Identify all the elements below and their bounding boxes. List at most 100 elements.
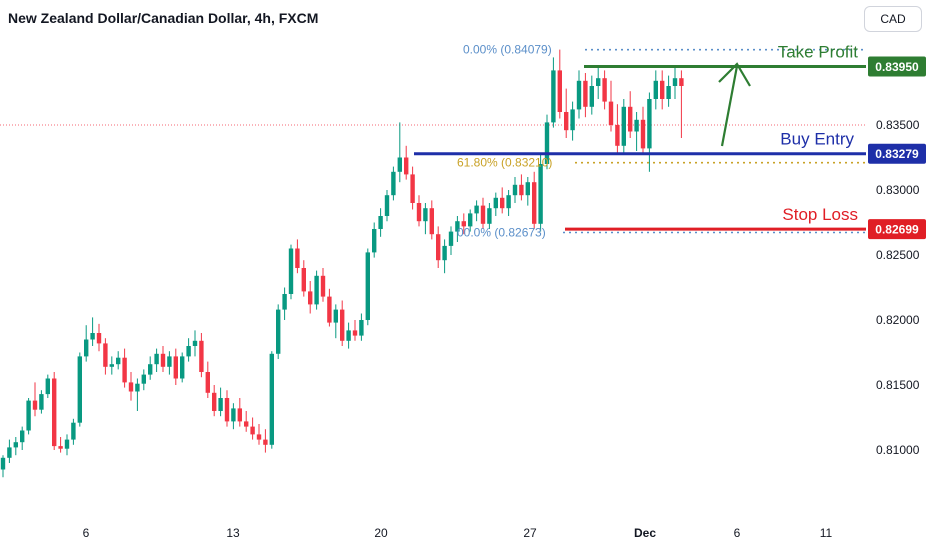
candle-body (276, 309, 281, 354)
candle-body (250, 426, 255, 435)
price-axis[interactable]: 0.83500 0.83000 0.82500 0.82000 0.81500 0.810… (868, 56, 926, 458)
candle-body (608, 101, 614, 125)
candle-body (346, 330, 351, 341)
candle-body (647, 99, 652, 149)
candle-body (314, 275, 319, 305)
candle-body (557, 70, 562, 112)
candle-body (397, 157, 402, 172)
candle-body (64, 439, 70, 449)
candle-body (493, 197, 498, 209)
target-arrow (718, 62, 751, 147)
candle-body (32, 400, 38, 410)
price-tick-label: 0.83500 (876, 118, 920, 132)
candle-body (378, 216, 383, 229)
candle-body (308, 291, 313, 305)
fib-level-label: 00.0% (0.82673) (457, 226, 546, 240)
fib-level-label: 61.80% (0.83210) (457, 156, 552, 170)
candle-body (416, 203, 422, 222)
candle-body (52, 378, 57, 447)
time-tick-label: 11 (820, 526, 833, 540)
candle-body (327, 296, 332, 323)
candle-body (365, 252, 370, 320)
candle-body (359, 320, 364, 336)
candle-body (71, 422, 76, 440)
candle-body (455, 221, 460, 232)
candle-body (487, 208, 492, 224)
candle-body (519, 184, 524, 196)
chart-title: New Zealand Dollar/Canadian Dollar, 4h, … (8, 10, 319, 26)
candle-body (442, 245, 447, 261)
price-tick-label: 0.82000 (876, 313, 920, 327)
time-tick-label: 20 (374, 526, 388, 540)
candle-body (103, 343, 108, 367)
candle-body (532, 182, 537, 224)
candle-body (122, 357, 127, 383)
time-tick-label: 6 (83, 526, 90, 540)
candle-body (615, 125, 620, 146)
candle-body (109, 364, 114, 367)
candle-body (666, 86, 671, 99)
candle-body (391, 171, 396, 196)
candle-body (602, 78, 607, 102)
candle-body (423, 208, 428, 222)
price-badge (868, 143, 926, 164)
candle-body (589, 86, 594, 107)
candle-body (288, 248, 294, 294)
candle-body (192, 340, 198, 346)
candle-body (461, 221, 466, 227)
arrow-shaft (720, 65, 739, 147)
candle-body (436, 234, 441, 261)
candle-body (160, 353, 166, 367)
candle-body (128, 382, 134, 392)
candle-body (77, 356, 82, 423)
price-badge (868, 219, 926, 240)
levels-group: 0.00% (0.84079) 61.80% (0.83210) 00.0% (0.… (414, 43, 866, 240)
candle-body (263, 439, 268, 445)
time-tick-label: 13 (226, 526, 240, 540)
time-axis[interactable]: 6 13 20 27 Dec 6 11 (83, 526, 833, 540)
candle-body (141, 374, 146, 384)
candle-body (628, 106, 633, 132)
candle-body (295, 248, 300, 268)
candle-body (340, 309, 345, 341)
fib-level-label: 0.00% (0.84079) (463, 43, 552, 57)
candle-body (653, 80, 658, 99)
candle-body (237, 408, 242, 422)
candle-body (7, 447, 12, 458)
currency-button[interactable]: CAD (864, 6, 922, 32)
candle-body (384, 195, 390, 216)
price-tick-label: 0.82500 (876, 248, 920, 262)
candle-body (404, 157, 409, 175)
candle-body (231, 408, 236, 422)
candle-body (410, 174, 415, 203)
candle-body (480, 205, 486, 224)
candle-body (596, 78, 601, 86)
candle-body (167, 356, 172, 367)
candle-body (20, 430, 25, 443)
candle-body (468, 213, 473, 227)
candle-body (544, 122, 550, 164)
arrow-head (718, 62, 751, 87)
candle-body (13, 442, 18, 448)
price-tick-label: 0.81500 (876, 378, 920, 392)
candle-body (26, 400, 31, 431)
price-badge-label: 0.82699 (875, 223, 919, 237)
candle-body (199, 340, 204, 372)
candle-body (282, 294, 287, 310)
level-label-take-profit: Take Profit (778, 43, 859, 62)
level-label-buy-entry: Buy Entry (780, 130, 854, 149)
candle-body (45, 378, 50, 395)
candle-body (256, 434, 262, 440)
price-badge-label: 0.83279 (875, 147, 919, 161)
candle-body (672, 78, 678, 86)
candle-body (218, 398, 223, 411)
candle-body (538, 164, 543, 224)
candle-body (333, 309, 338, 323)
candle-body (564, 112, 569, 131)
candle-body (352, 330, 358, 336)
candle-body (135, 383, 140, 392)
time-tick-label: 27 (523, 526, 537, 540)
candle-body (58, 446, 63, 449)
candle-body (320, 275, 326, 297)
